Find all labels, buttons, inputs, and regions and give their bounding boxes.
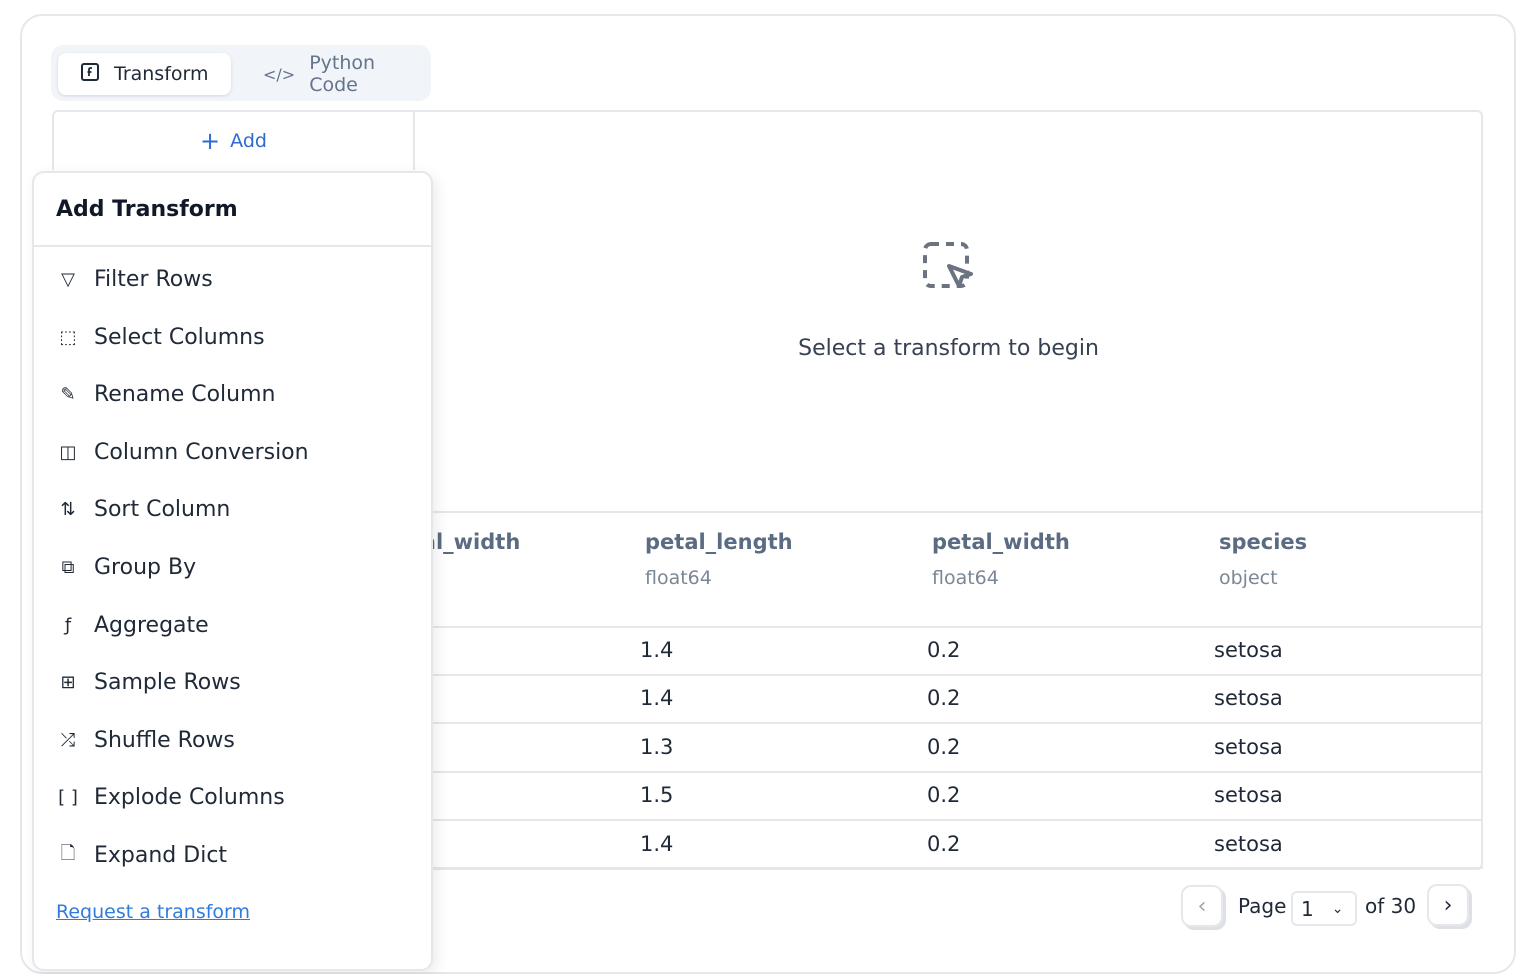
table-cell: 1.5 bbox=[640, 783, 674, 808]
transform-option-label: Filter Rows bbox=[94, 267, 213, 292]
columns-icon: ◫ bbox=[59, 441, 77, 463]
transform-option-label: Column Conversion bbox=[94, 439, 309, 465]
table-cell: 0.2 bbox=[927, 638, 961, 662]
pencil-icon: ✎ bbox=[60, 384, 76, 406]
transform-option[interactable]: ⊞ Sample Rows bbox=[56, 670, 241, 696]
brackets-icon: [ ] bbox=[58, 787, 78, 809]
chevron-down-icon: ⌄ bbox=[1331, 900, 1344, 917]
transform-option-label: Aggregate bbox=[94, 612, 209, 638]
table-cell: 0.2 bbox=[927, 734, 961, 759]
table-cell: setosa bbox=[1214, 783, 1283, 808]
transform-option-label: Rename Column bbox=[94, 382, 276, 408]
chevron-left-icon: ‹ bbox=[1197, 893, 1207, 919]
row-divider bbox=[414, 722, 1483, 724]
transform-option[interactable]: ƒ Aggregate bbox=[56, 613, 209, 638]
tab-transform[interactable]: Transform bbox=[58, 53, 231, 95]
transform-option[interactable]: ⇅ Sort Column bbox=[56, 497, 230, 522]
transform-option[interactable]: ▽ Filter Rows bbox=[56, 267, 213, 292]
tab-label: Python Code bbox=[309, 52, 376, 96]
shuffle-icon: ⤮ bbox=[60, 729, 76, 751]
empty-state-message: Select a transform to begin bbox=[798, 336, 1099, 361]
row-divider bbox=[414, 867, 1483, 869]
add-button[interactable]: + Add bbox=[52, 110, 415, 170]
page-select-value: 1 bbox=[1301, 896, 1314, 921]
row-divider bbox=[414, 674, 1483, 676]
transform-option-label: Expand Dict bbox=[94, 843, 228, 868]
table-cell: 1.4 bbox=[640, 831, 674, 856]
page-count: of 30 bbox=[1365, 894, 1417, 918]
request-transform-link[interactable]: Request a transform bbox=[56, 901, 251, 923]
transform-option[interactable]: ⧉ Group By bbox=[56, 555, 197, 580]
empty-state: Select a transform to begin bbox=[414, 240, 1483, 361]
table-cell: 1.3 bbox=[640, 734, 674, 759]
table-cell: setosa bbox=[1214, 831, 1283, 856]
tab-python-code[interactable]: </> Python Code bbox=[241, 52, 431, 96]
table-cell: 1.4 bbox=[640, 686, 674, 711]
add-transform-popover: Add Transform ▽ Filter Rows ⬚ Select Column… bbox=[32, 171, 433, 971]
popover-title: Add Transform bbox=[34, 173, 431, 247]
table-cell: 0.2 bbox=[927, 686, 961, 711]
transform-option[interactable]: ⤮ Shuffle Rows bbox=[56, 728, 235, 753]
transform-option-label: Sort Column bbox=[94, 497, 231, 523]
column-type: object bbox=[1219, 567, 1278, 589]
transform-option-label: Group By bbox=[94, 555, 197, 580]
function-square-icon bbox=[80, 62, 100, 87]
preview-panel bbox=[414, 110, 1483, 870]
table-cell: 1.4 bbox=[640, 638, 674, 662]
file-braces-icon: 🗋 bbox=[60, 842, 76, 864]
table-cell: setosa bbox=[1214, 734, 1283, 759]
transform-option-label: Shuffle Rows bbox=[94, 727, 235, 753]
sample-icon: ⊞ bbox=[60, 672, 76, 694]
plus-icon: + bbox=[200, 127, 221, 155]
code-icon: </> bbox=[263, 64, 296, 84]
filter-icon: ▽ bbox=[61, 269, 75, 290]
transform-option[interactable]: ⬚ Select Columns bbox=[56, 324, 265, 350]
table-cell: 0.2 bbox=[927, 831, 961, 856]
row-divider bbox=[414, 819, 1483, 821]
chevron-right-icon: › bbox=[1443, 892, 1453, 918]
sort-arrows-icon: ⇅ bbox=[60, 499, 76, 521]
table-cell: setosa bbox=[1214, 686, 1283, 711]
function-square-icon: ƒ bbox=[64, 614, 72, 636]
transform-option-label: Explode Columns bbox=[94, 785, 285, 811]
column-header[interactable]: petal_length bbox=[645, 530, 793, 554]
column-type: float64 bbox=[645, 567, 712, 589]
tab-label: Transform bbox=[114, 63, 209, 85]
prev-page-button[interactable]: ‹ bbox=[1181, 885, 1223, 927]
column-header[interactable]: petal_width bbox=[932, 530, 1070, 554]
table-cell: setosa bbox=[1214, 638, 1283, 662]
transform-option[interactable]: 🗋 Expand Dict bbox=[56, 842, 228, 869]
table-cell: 0.2 bbox=[927, 783, 961, 808]
next-page-button[interactable]: › bbox=[1427, 884, 1469, 926]
select-columns-icon: ⬚ bbox=[59, 326, 77, 348]
page-label: Page bbox=[1238, 894, 1287, 918]
transform-option[interactable]: ✎ Rename Column bbox=[56, 382, 275, 407]
transform-option[interactable]: [ ] Explode Columns bbox=[56, 785, 285, 810]
transform-option-label: Sample Rows bbox=[94, 670, 241, 696]
mode-tabs: Transform </> Python Code bbox=[51, 45, 431, 101]
divider bbox=[414, 511, 1483, 513]
transform-option-label: Select Columns bbox=[94, 324, 265, 350]
dashed-cursor-icon bbox=[922, 242, 973, 288]
column-type: float64 bbox=[932, 567, 999, 589]
page-select[interactable]: 1 ⌄ bbox=[1291, 891, 1357, 926]
row-divider bbox=[414, 771, 1483, 773]
transform-option[interactable]: ◫ Column Conversion bbox=[56, 439, 309, 465]
group-icon: ⧉ bbox=[61, 557, 75, 578]
column-header[interactable]: species bbox=[1219, 530, 1308, 554]
add-label: Add bbox=[230, 130, 267, 152]
row-divider bbox=[414, 626, 1483, 628]
